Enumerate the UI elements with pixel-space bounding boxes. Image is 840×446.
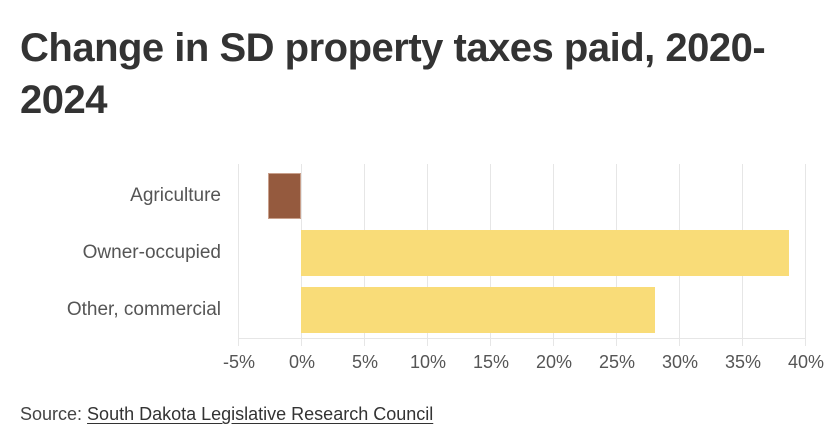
source-note: Source: South Dakota Legislative Researc… [20,402,433,426]
source-prefix: Source: [20,404,88,424]
x-tick-label: 15% [472,352,510,372]
x-tick-label: 30% [661,352,699,372]
bar-other-commercial [301,287,656,333]
x-tick-label: 10% [409,352,447,372]
gridline [805,164,806,346]
x-tick-label: -5% [222,352,256,372]
bar-owner-occupied [301,230,789,276]
category-label: Agriculture [130,185,221,206]
x-tick-label: 5% [351,352,379,372]
bar-chart: -5% 0% 5% 10% 15% 20% 25% 30% 35% 40% Agriculture O… [66,164,825,372]
chart-title: Change in SD property taxes paid, 2020-2… [20,26,766,122]
category-label: Owner-occupied [82,242,221,263]
x-tick-label: 35% [724,352,762,372]
x-axis-line [239,338,806,339]
category-label: Other, commercial [66,299,221,320]
x-tick-label: 25% [598,352,636,372]
source-link[interactable]: South Dakota Legislative Research Counci… [87,404,434,424]
x-tick-label: 20% [535,352,573,372]
x-tick-label: 0% [288,352,316,372]
bar-agriculture [268,173,301,219]
gridline [238,164,239,346]
x-tick-label: 40% [787,352,825,372]
